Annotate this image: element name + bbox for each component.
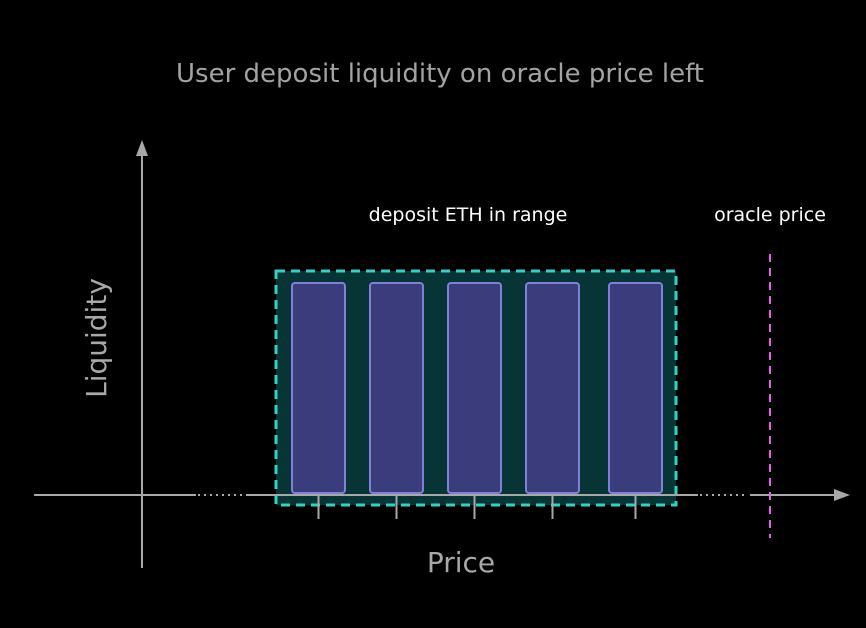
liquidity-bar (369, 282, 424, 494)
y-axis-label: Liquidity (80, 278, 113, 398)
x-axis-arrowhead (834, 489, 850, 501)
liquidity-bars (291, 282, 663, 494)
x-axis (34, 489, 850, 501)
oracle-price-label: oracle price (714, 204, 826, 226)
x-axis-ticks (317, 495, 637, 519)
liquidity-bar (291, 282, 346, 494)
liquidity-bar (525, 282, 580, 494)
x-axis-label: Price (427, 546, 495, 579)
liquidity-bar (608, 282, 663, 494)
deposit-range-label: deposit ETH in range (369, 204, 568, 226)
y-axis-arrowhead (136, 140, 148, 156)
diagram-title: User deposit liquidity on oracle price l… (176, 59, 704, 89)
y-axis (136, 140, 148, 568)
liquidity-bar (447, 282, 502, 494)
